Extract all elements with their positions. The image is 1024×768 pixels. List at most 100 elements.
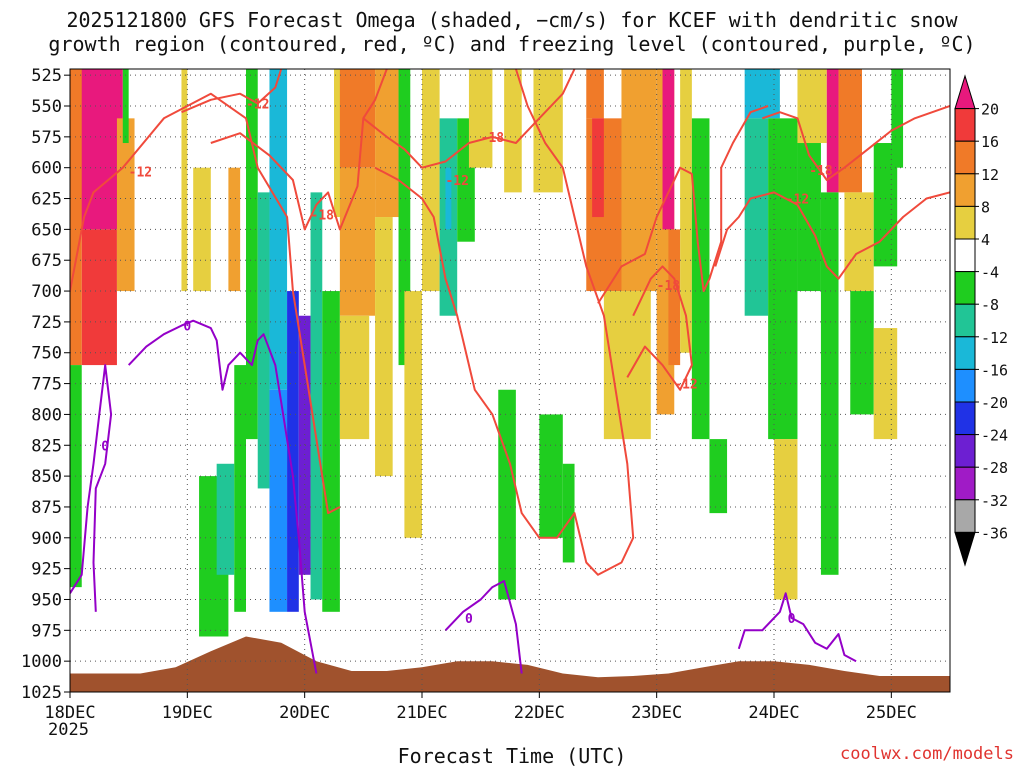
omega-cell bbox=[445, 167, 452, 230]
x-tick-label: 25DEC bbox=[866, 703, 917, 723]
y-axis: 525 550 575 600 625 650 675 700 725 750 775 800 825 8… bbox=[21, 66, 70, 703]
y-tick-label: 600 bbox=[31, 159, 62, 179]
colorbar-label: -12 bbox=[981, 329, 1008, 347]
x-tick-label: 21DEC bbox=[396, 703, 447, 723]
colorbar-label: 4 bbox=[981, 231, 990, 249]
colorbar-bin bbox=[954, 466, 976, 501]
omega-cell bbox=[257, 192, 270, 489]
colorbar-label: -16 bbox=[981, 361, 1008, 379]
omega-cell bbox=[228, 167, 241, 292]
omega-shading bbox=[70, 69, 904, 637]
omega-cell bbox=[586, 69, 604, 119]
terrain-fill bbox=[70, 636, 950, 692]
colorbar-bin bbox=[954, 238, 976, 273]
x-tick-label: 24DEC bbox=[748, 703, 799, 723]
omega-cell bbox=[269, 69, 288, 390]
y-tick-label: 1025 bbox=[21, 683, 62, 703]
y-tick-label: 725 bbox=[31, 313, 62, 333]
colorbar: 20 16 12 8 4 -4 -8 -12 -16 -20 -24 -28 -32 -36 bbox=[954, 74, 1008, 567]
omega-cell bbox=[838, 69, 862, 193]
y-tick-label: 825 bbox=[31, 436, 62, 456]
omega-cell bbox=[116, 118, 135, 292]
freezing-contour-line bbox=[70, 364, 113, 612]
y-tick-label: 575 bbox=[31, 128, 62, 148]
freezing-contour-label: 0 bbox=[183, 320, 191, 335]
dgz-contour-line bbox=[362, 69, 576, 169]
freezing-contour-label: 0 bbox=[101, 439, 109, 454]
omega-cell bbox=[533, 69, 563, 193]
dgz-contour-line bbox=[626, 265, 693, 391]
y-tick-label: 850 bbox=[31, 467, 62, 487]
omega-cell bbox=[873, 143, 898, 267]
omega-cell bbox=[70, 69, 82, 366]
y-tick-label: 1000 bbox=[21, 652, 62, 672]
x-tick-label: 20DEC bbox=[279, 703, 330, 723]
omega-cell bbox=[81, 229, 117, 366]
colorbar-label: 16 bbox=[981, 133, 999, 151]
omega-cell bbox=[181, 69, 188, 292]
freezing-contour-label: 0 bbox=[788, 612, 796, 627]
omega-cell bbox=[193, 167, 211, 292]
omega-cell bbox=[774, 439, 798, 600]
y-tick-label: 650 bbox=[31, 220, 62, 240]
x-tick-label: 23DEC bbox=[631, 703, 682, 723]
dgz-contour-line bbox=[714, 191, 950, 280]
freezing-contour-label: 0 bbox=[465, 612, 473, 627]
omega-cell bbox=[592, 118, 604, 218]
dgz-contour-label: -12 bbox=[129, 165, 152, 180]
omega-cell bbox=[468, 69, 493, 168]
y-tick-label: 975 bbox=[31, 621, 62, 641]
x-axis-title: Forecast Time (UTC) bbox=[397, 744, 627, 768]
omega-cell bbox=[75, 69, 123, 230]
colorbar-bin bbox=[954, 499, 976, 533]
colorbar-bin bbox=[954, 140, 976, 175]
colorbar-bin bbox=[954, 303, 976, 338]
dgz-contour-line bbox=[181, 69, 283, 114]
freezing-contour-line bbox=[444, 580, 523, 674]
omega-cell bbox=[826, 69, 839, 193]
omega-cell bbox=[322, 291, 340, 612]
colorbar-bin bbox=[954, 205, 976, 240]
y-tick-label: 675 bbox=[31, 251, 62, 271]
omega-cell bbox=[709, 439, 728, 514]
x-tick-label: 22DEC bbox=[514, 703, 565, 723]
y-tick-label: 775 bbox=[31, 375, 62, 395]
freezing-contour-line bbox=[127, 319, 318, 674]
colorbar-label: -4 bbox=[981, 264, 999, 282]
omega-cell bbox=[498, 389, 516, 600]
omega-cell bbox=[680, 69, 692, 353]
dgz-contour-label: -18 bbox=[481, 131, 505, 146]
colorbar-bin bbox=[954, 401, 976, 436]
colorbar-label: 12 bbox=[981, 166, 999, 184]
omega-cell bbox=[891, 69, 904, 168]
dgz-contour-label: -18 bbox=[809, 164, 833, 179]
omega-cell bbox=[298, 315, 311, 575]
dgz-contour-label: -18 bbox=[657, 279, 681, 294]
omega-cell bbox=[562, 463, 575, 563]
x-axis: 18DEC 19DEC 20DEC 21DEC 22DEC 23DEC 24DEC 25DEC bbox=[44, 692, 917, 723]
omega-cell bbox=[539, 414, 563, 538]
y-tick-label: 525 bbox=[31, 66, 62, 86]
omega-cell bbox=[269, 389, 288, 612]
omega-cell bbox=[422, 69, 440, 292]
chart-title-line-1: 2025121800 GFS Forecast Omega (shaded, −… bbox=[66, 8, 958, 32]
dgz-contour-line bbox=[374, 69, 635, 576]
colorbar-label: -32 bbox=[981, 492, 1008, 510]
credit-link[interactable]: coolwx.com/models bbox=[840, 744, 1014, 764]
dgz-contour-label: -12 bbox=[246, 98, 269, 113]
dgz-contour-label: -18 bbox=[311, 209, 335, 224]
y-tick-label: 875 bbox=[31, 498, 62, 518]
omega-cell bbox=[797, 143, 821, 292]
colorbar-label: -8 bbox=[981, 296, 999, 314]
colorbar-bin bbox=[954, 271, 976, 305]
colorbar-top-arrow bbox=[954, 74, 976, 110]
x-tick-label: 19DEC bbox=[162, 703, 213, 723]
omega-cell bbox=[234, 365, 246, 612]
omega-cell bbox=[744, 69, 780, 119]
omega-cell bbox=[287, 291, 299, 612]
year-label: 2025 bbox=[48, 720, 89, 740]
omega-cell bbox=[398, 69, 411, 366]
dgz-contour-line bbox=[761, 105, 950, 181]
y-tick-label: 925 bbox=[31, 560, 62, 580]
